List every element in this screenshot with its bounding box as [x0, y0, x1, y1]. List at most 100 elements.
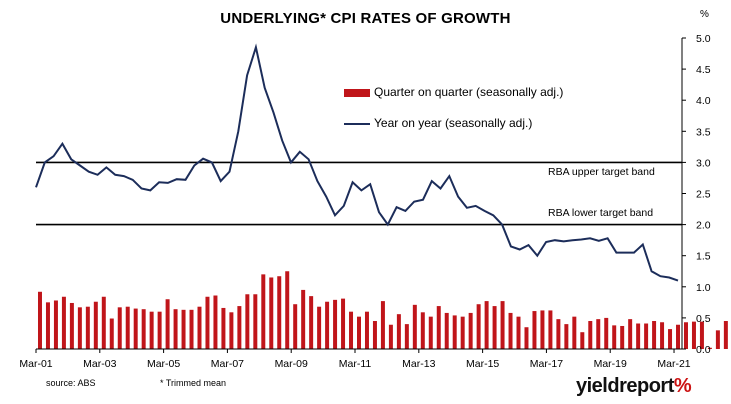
bar-quarter [612, 325, 617, 349]
bar-quarter [229, 312, 234, 349]
quarterly-bars [37, 271, 728, 349]
x-tick-label: Mar-15 [466, 358, 499, 370]
bar-quarter [524, 327, 529, 349]
x-tick-label: Mar-13 [402, 358, 435, 370]
bar-quarter [117, 307, 122, 349]
y-tick-label: 0.0 [696, 344, 711, 356]
bar-quarter [644, 323, 649, 349]
x-tick-label: Mar-11 [339, 358, 372, 370]
bar-quarter [452, 315, 457, 349]
legend-bar-swatch [344, 88, 370, 97]
bar-quarter [357, 316, 361, 349]
bar-quarter [149, 311, 154, 349]
bar-quarter [476, 304, 481, 349]
x-tick-label: Mar-17 [530, 358, 563, 370]
bar-quarter [364, 311, 369, 349]
bar-quarter [604, 317, 609, 349]
bar-quarter [269, 277, 274, 349]
bar-quarter [540, 310, 545, 349]
source-note: source: ABS [46, 378, 96, 388]
y-tick-label: 5.0 [696, 33, 711, 45]
bar-quarter [245, 294, 250, 349]
legend-bar: Quarter on quarter (seasonally adj.) [344, 85, 563, 99]
upper-band-label: RBA upper target band [548, 166, 655, 178]
footnote: * Trimmed mean [160, 378, 227, 388]
x-tick-label: Mar-03 [83, 358, 116, 370]
bar-quarter [444, 312, 449, 349]
bar-quarter [620, 325, 625, 349]
bar-quarter [157, 311, 162, 349]
bar-quarter [349, 311, 354, 349]
bar-quarter [93, 301, 98, 349]
yoy-line [35, 43, 679, 282]
bar-quarter [69, 302, 74, 349]
bar-quarter [125, 306, 130, 349]
bar-quarter [548, 310, 553, 349]
bar-quarter [460, 316, 465, 349]
x-tick-label: Mar-07 [211, 358, 244, 370]
bar-quarter [404, 324, 409, 349]
y-tick-label: 1.5 [696, 251, 711, 263]
bar-quarter [341, 298, 346, 349]
bar-quarter [181, 309, 186, 349]
bar-quarter [516, 316, 521, 349]
bar-quarter [141, 309, 146, 349]
bar-quarter [580, 332, 585, 349]
bar-quarter [484, 301, 489, 349]
bar-quarter [652, 321, 657, 349]
bar-quarter [676, 324, 681, 349]
legend-line-label: Year on year (seasonally adj.) [374, 116, 533, 130]
legend-bar-label: Quarter on quarter (seasonally adj.) [374, 85, 564, 99]
bar-quarter [668, 329, 673, 349]
y-tick-label: 1.0 [696, 282, 711, 294]
bar-quarter [277, 276, 282, 349]
bar-quarter [532, 311, 537, 349]
bar-quarter [213, 295, 218, 349]
bar-quarter [572, 316, 577, 349]
axes [35, 37, 686, 353]
bar-quarter [101, 296, 106, 349]
bar-quarter [468, 312, 473, 349]
bar-quarter [660, 322, 665, 349]
bar-quarter [61, 296, 66, 349]
bar-quarter [221, 307, 226, 349]
y-tick-label: 3.0 [696, 157, 711, 169]
bar-quarter [77, 307, 82, 349]
x-tick-label: Mar-19 [594, 358, 627, 370]
y-tick-label: 2.5 [696, 189, 711, 201]
bar-quarter [396, 314, 401, 349]
bar-quarter [723, 321, 728, 349]
legend-line-swatch [344, 122, 370, 125]
bar-quarter [205, 296, 210, 349]
bar-quarter [564, 324, 569, 349]
bar-quarter [189, 309, 194, 349]
y-axis-unit: % [700, 9, 709, 20]
y-tick-labels: 0.0 0.5 1.0 1.5 2.0 2.5 3.0 3.5 4.0 4.5 5.0 [696, 33, 711, 356]
target-band-lines [36, 161, 682, 226]
bar-quarter [636, 323, 641, 349]
x-tick-label: Mar-21 [657, 358, 690, 370]
bar-quarter [333, 299, 338, 349]
bar-quarter [301, 289, 306, 349]
bar-quarter [707, 347, 712, 349]
bar-quarter [699, 321, 704, 349]
bar-quarter [492, 306, 497, 349]
bar-quarter [596, 319, 601, 349]
legend-line: Year on year (seasonally adj.) [344, 116, 532, 130]
bar-quarter [309, 296, 314, 349]
y-tick-label: 3.5 [696, 126, 711, 138]
bar-quarter [173, 309, 178, 349]
bar-quarter [508, 312, 513, 349]
bar-quarter [197, 306, 202, 349]
x-tick-label: Mar-01 [19, 358, 52, 370]
bar-quarter [500, 301, 505, 349]
lower-band-label: RBA lower target band [548, 207, 654, 219]
bar-quarter [436, 306, 441, 349]
bar-quarter [683, 322, 688, 349]
bar-quarter [325, 301, 330, 349]
bar-quarter [388, 324, 393, 349]
yieldreport-logo: yieldreport% [576, 375, 692, 398]
bar-quarter [412, 304, 417, 349]
bar-quarter [317, 306, 322, 349]
